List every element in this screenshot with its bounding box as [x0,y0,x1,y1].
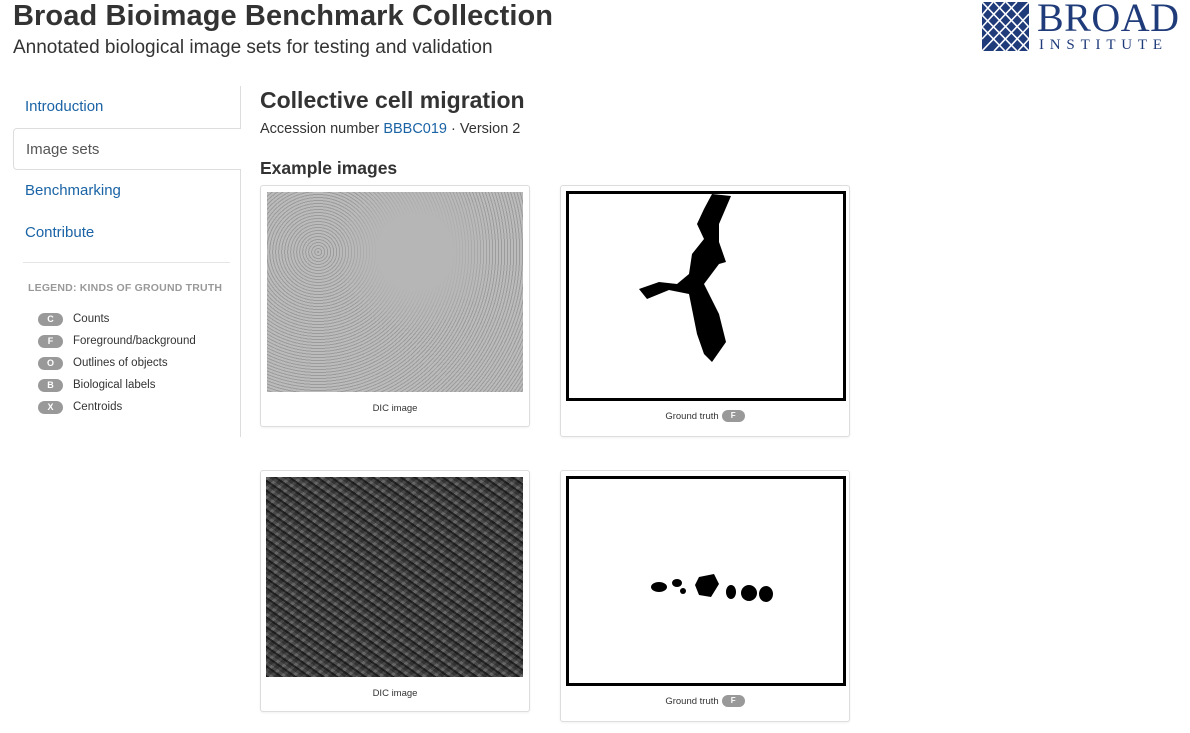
legend-label: Biological labels [73,379,156,391]
legend-badge: X [38,400,63,414]
sidebar-divider [23,262,230,263]
site-subtitle: Annotated biological image sets for test… [13,37,493,58]
dic-image-thumbnail[interactable] [267,192,523,392]
caption-text: Ground truth [665,696,719,707]
ground-truth-thumbnail[interactable] [566,476,846,686]
legend-label: Foreground/background [73,335,196,347]
legend-title: LEGEND: KINDS OF GROUND TRUTH [28,282,223,294]
ground-truth-badge: F [721,695,745,707]
site-title: Broad Bioimage Benchmark Collection [13,0,554,32]
broad-logo-mark-icon [982,2,1029,51]
sidebar-item-introduction[interactable]: Introduction [25,98,104,115]
logo-text-institute: INSTITUTE [1039,37,1168,53]
legend-badge: O [38,356,63,370]
legend-item: O Outlines of objects [38,352,196,374]
legend-list: C Counts F Foreground/background O Outli… [38,308,196,418]
image-caption: DIC image [372,403,418,414]
legend-item: F Foreground/background [38,330,196,352]
caption-text: Ground truth [665,411,719,422]
dic-image-card: DIC image [260,185,530,427]
sidebar-item-image-sets[interactable]: Image sets [13,128,241,170]
sidebar-item-benchmarking[interactable]: Benchmarking [25,182,121,199]
image-caption: Ground truth F [561,410,849,422]
legend-badge: C [38,312,63,326]
ground-truth-badge: F [721,410,745,422]
dic-image-thumbnail[interactable] [266,477,523,677]
legend-label: Counts [73,313,110,325]
ground-truth-card: Ground truth F [560,185,850,437]
ground-truth-mask-icon [651,574,773,602]
legend-item: B Biological labels [38,374,196,396]
legend-label: Outlines of objects [73,357,168,369]
ground-truth-card: Ground truth F [560,470,850,722]
legend-label: Centroids [73,401,123,413]
broad-institute-logo[interactable]: BROAD INSTITUTE [982,0,1187,54]
image-caption: Ground truth F [561,695,849,707]
sidebar-nav: Introduction Image sets Benchmarking Con… [13,86,241,437]
accession-line: Accession number BBBC019 · Version 2 [260,121,520,137]
logo-text-broad: BROAD [1037,0,1180,40]
legend-item: X Centroids [38,396,196,418]
image-caption: DIC image [372,688,418,699]
examples-heading: Example images [260,158,398,178]
page-title: Collective cell migration [260,87,525,113]
sidebar-item-contribute[interactable]: Contribute [25,224,95,241]
legend-item: C Counts [38,308,196,330]
legend-badge: B [38,378,63,392]
accession-prefix: Accession number [260,121,380,137]
accession-link[interactable]: BBBC019 [383,121,447,137]
dic-image-card: DIC image [260,470,530,712]
legend-badge: F [38,334,63,348]
ground-truth-thumbnail[interactable] [566,191,846,401]
ground-truth-mask-icon [639,194,731,362]
version-text: · Version 2 [451,121,521,137]
